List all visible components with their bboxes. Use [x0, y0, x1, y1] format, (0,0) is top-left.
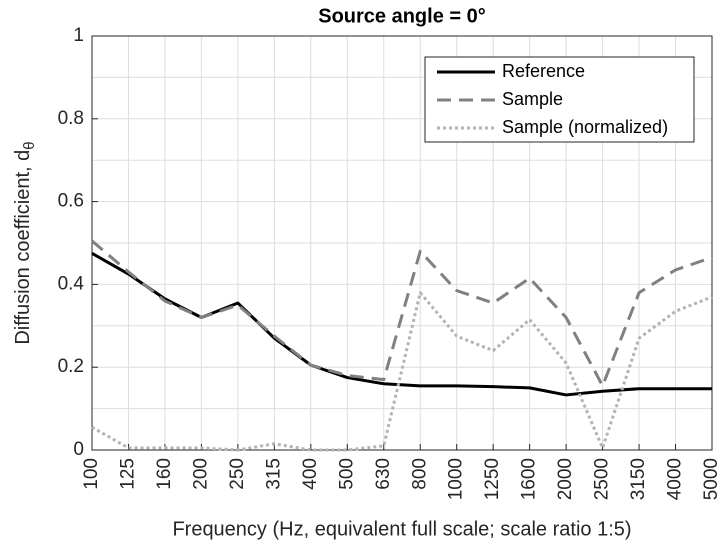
x-tick-label: 100 — [81, 458, 102, 490]
x-tick-label: 2500 — [592, 458, 613, 500]
chart-title: Source angle = 0° — [318, 5, 486, 27]
y-axis-label: Diffusion coefficient, dθ — [12, 141, 38, 344]
x-tick-label: 500 — [336, 458, 357, 490]
series-line — [91, 252, 712, 397]
legend-label: Sample — [502, 89, 563, 109]
y-tick-label: 0.4 — [58, 273, 85, 294]
x-tick-label: 315 — [263, 458, 284, 490]
x-tick-label: 1250 — [482, 458, 503, 500]
x-tick-label: 250 — [227, 458, 248, 490]
x-tick-label: 4000 — [665, 458, 686, 500]
x-tick-label: 1600 — [519, 458, 540, 500]
x-tick-label: 800 — [409, 458, 430, 490]
series-line — [91, 239, 713, 388]
x-tick-label: 125 — [117, 458, 138, 490]
x-tick-label: 3150 — [628, 458, 649, 500]
y-axis-label-text: Diffusion coefficient, d — [12, 150, 34, 345]
x-axis-label: Frequency (Hz, equivalent full scale; sc… — [172, 518, 631, 540]
y-tick-label: 1 — [73, 25, 84, 46]
x-tick-label: 2000 — [555, 458, 576, 500]
y-tick-label: 0.8 — [58, 108, 84, 129]
x-tick-label: 160 — [154, 458, 175, 490]
y-tick-label: 0.2 — [58, 356, 84, 377]
series-line — [91, 291, 713, 452]
x-tick-label: 5000 — [701, 458, 721, 500]
x-tick-label: 200 — [190, 458, 211, 490]
y-tick-label: 0.6 — [58, 191, 84, 212]
plot-frame — [91, 35, 713, 451]
x-tick-label: 1000 — [446, 458, 467, 500]
legend-label: Reference — [502, 61, 585, 81]
x-tick-label: 400 — [300, 458, 321, 490]
legend-label: Sample (normalized) — [502, 117, 668, 137]
x-tick-label: 630 — [373, 458, 394, 490]
y-tick-label: 0 — [73, 439, 84, 460]
y-axis-label-subscript: θ — [21, 141, 38, 149]
